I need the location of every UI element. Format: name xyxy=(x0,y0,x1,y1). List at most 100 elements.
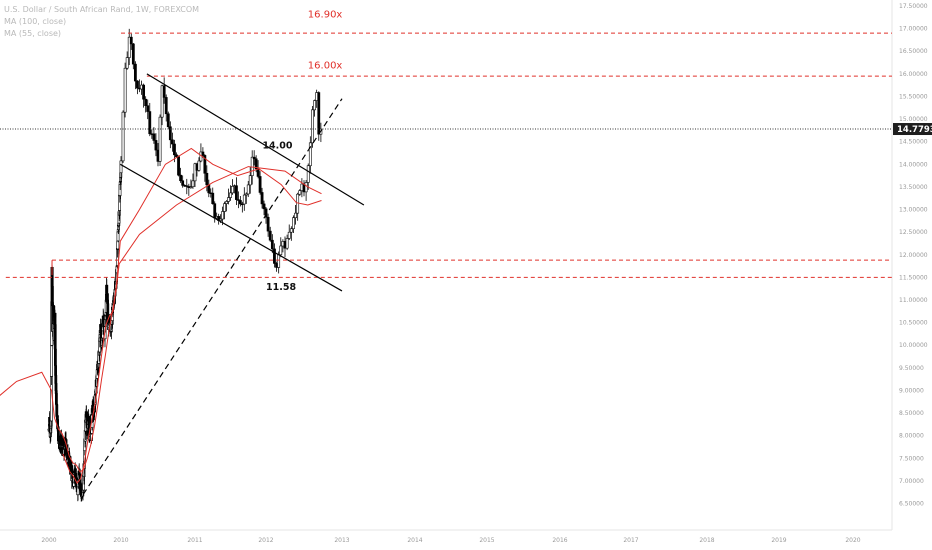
candle-body xyxy=(166,113,170,128)
candle xyxy=(238,196,242,207)
moving-average-100-line xyxy=(0,166,322,473)
candle-body xyxy=(227,197,230,202)
candle-body xyxy=(294,212,297,219)
price-axis-label: 9.50000 xyxy=(899,365,924,372)
candle-body xyxy=(244,193,248,196)
candle xyxy=(185,178,189,195)
candle-body xyxy=(242,194,246,205)
price-axis-label: 6.50000 xyxy=(899,501,924,508)
candle-body xyxy=(246,184,250,195)
current-price-tag-label: 14.77936 xyxy=(897,125,932,135)
time-axis-label: 2011 xyxy=(187,537,202,544)
candle xyxy=(304,180,308,201)
candle-body xyxy=(146,105,150,112)
candle-body xyxy=(175,154,178,158)
candle xyxy=(270,234,274,254)
price-axis-label: 12.50000 xyxy=(899,229,928,236)
candle xyxy=(170,132,174,152)
candle-body xyxy=(203,155,207,174)
candle-body xyxy=(129,36,133,45)
candle xyxy=(179,167,183,183)
candle xyxy=(289,226,293,241)
candle xyxy=(246,180,250,198)
candle xyxy=(268,226,272,242)
candle-body xyxy=(219,218,223,221)
candle-body xyxy=(231,186,234,194)
candle xyxy=(211,187,215,205)
candle xyxy=(242,187,246,211)
candle xyxy=(142,83,146,108)
candle xyxy=(213,201,217,223)
candle-body xyxy=(236,199,240,201)
candle-body xyxy=(197,160,201,171)
price-axis-label: 7.00000 xyxy=(899,478,924,485)
time-axis-label: 2014 xyxy=(407,537,422,544)
candle xyxy=(221,206,225,226)
candle-body xyxy=(205,172,209,186)
candle-body xyxy=(256,168,260,177)
candle-body xyxy=(136,80,139,89)
candle-body xyxy=(238,200,242,205)
candle xyxy=(223,201,226,220)
label-14-00: 14.00 xyxy=(262,140,292,151)
candle-body xyxy=(121,111,125,162)
candle xyxy=(298,189,302,197)
candle-body xyxy=(254,158,258,170)
candle xyxy=(227,188,230,205)
channel-lower-line xyxy=(119,163,343,292)
candle-body xyxy=(268,230,272,241)
price-axis-label: 17.50000 xyxy=(899,3,928,10)
candle-body xyxy=(50,344,54,377)
candle xyxy=(287,224,291,241)
time-axis-label: 2013 xyxy=(334,537,349,544)
candle xyxy=(127,28,131,66)
candle-body xyxy=(304,182,308,193)
time-axis: 2000 2010 2011 2012 2013 2014 2015 2016 2017 2018… xyxy=(41,537,860,544)
candle-body xyxy=(191,180,195,188)
candle xyxy=(154,133,158,157)
candle xyxy=(148,102,152,137)
price-axis: 6.50000 7.00000 7.50000 8.00000 8.50000 9.000… xyxy=(899,3,928,508)
candle-body xyxy=(221,211,225,220)
candle xyxy=(119,156,123,180)
candle-body xyxy=(313,100,316,111)
candle xyxy=(191,173,195,189)
long-term-support-line xyxy=(82,98,343,495)
price-axis-label: 13.00000 xyxy=(899,207,928,214)
candle xyxy=(205,165,209,192)
candle xyxy=(313,99,316,117)
candle-body xyxy=(298,190,302,195)
price-axis-label: 9.00000 xyxy=(899,387,924,394)
candle-body xyxy=(185,185,189,187)
candle-body xyxy=(229,192,232,198)
candle xyxy=(244,192,248,204)
legend-title: U.S. Dollar / South African Rand, 1W, FO… xyxy=(4,5,200,14)
candle-body xyxy=(142,84,146,100)
candle-body xyxy=(250,156,254,177)
candle xyxy=(311,105,314,148)
legend-ma-short: MA (55, close) xyxy=(4,29,62,38)
candle-body xyxy=(252,156,256,160)
candle xyxy=(121,110,125,163)
candle xyxy=(125,51,129,70)
candle-body xyxy=(123,67,127,113)
candle-body xyxy=(173,143,176,156)
candle-body xyxy=(164,97,168,115)
label-11-58: 11.58 xyxy=(266,282,296,293)
candle-body xyxy=(260,192,264,205)
candle xyxy=(164,94,168,122)
candle-body xyxy=(207,184,211,194)
candle-body xyxy=(289,228,293,233)
price-axis-label: 7.50000 xyxy=(899,455,924,462)
candle-body xyxy=(158,116,162,162)
candle xyxy=(197,157,201,172)
candle xyxy=(193,162,197,187)
candle-body xyxy=(162,85,166,98)
candle-body xyxy=(181,180,185,186)
candle-body xyxy=(277,254,281,268)
time-axis-label: 2020 xyxy=(845,537,860,544)
candle xyxy=(129,33,133,50)
candle xyxy=(136,80,139,95)
candle xyxy=(229,185,232,201)
